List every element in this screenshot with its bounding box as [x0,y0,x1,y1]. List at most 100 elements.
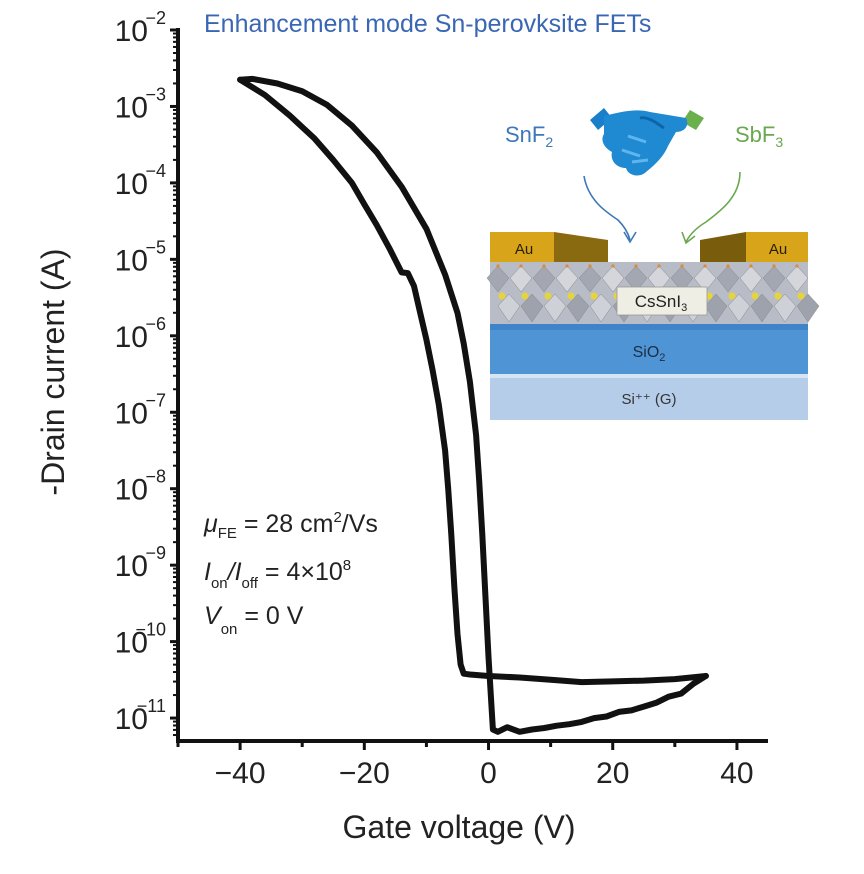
y-tick-label: 10 [115,15,148,48]
ion-sub: on [211,575,228,592]
cs-atom [567,292,575,300]
mobility-symbol: μ [203,510,218,538]
y-axis-title: -Drain current (A) [35,248,71,495]
x-axis-title: Gate voltage (V) [343,809,576,845]
octahedron [716,265,740,293]
y-tick-exponent: −4 [145,161,166,181]
y-tick-exponent: −5 [145,237,166,257]
von-value: = 0 V [237,602,303,630]
y-tick-exponent: −8 [145,467,166,487]
y-ticks: 10−210−310−410−510−610−710−810−910−1010−… [115,8,178,736]
iodide-atom [611,264,615,268]
svg-text:Ion/Ioff = 4×108: Ion/Ioff = 4×108 [204,557,351,592]
sio2-layer [490,328,808,374]
x-tick-label: 0 [480,757,497,790]
y-tick-label: 10 [115,91,148,124]
series-group [237,75,709,735]
y-tick-label: 10 [115,244,148,277]
octahedron [532,265,556,293]
ioff-sub: off [242,575,259,592]
ion-symbol: I [204,558,211,586]
mobility-sup: 2 [333,509,341,526]
y-tick-exponent: −2 [145,8,166,28]
si-gate-layer [490,374,808,420]
iodide-atom [703,264,707,268]
octahedron [750,293,774,323]
iodide-atom [588,264,592,268]
iodide-atom [565,264,569,268]
svg-text:μFE = 28 cm2/Vs: μFE = 28 cm2/Vs [203,509,378,542]
annotation-von: Von = 0 V [204,602,304,638]
gold-electrode-right: Au [700,232,808,262]
y-tick-exponent: −10 [135,620,166,640]
iodide-atom [519,264,523,268]
x-tick-label: 40 [720,757,753,790]
iodide-atom [726,264,730,268]
cs-atom [797,292,805,300]
series-forward-sweep [237,76,709,686]
sio2-label: SiO2 [633,344,666,364]
gold-electrode-left: Au [490,232,608,262]
cs-atom [728,292,736,300]
x-tick-label: −40 [215,757,266,790]
mobility-unit: /Vs [342,510,378,538]
mobility-sub: FE [218,525,237,542]
iodide-atom [542,264,546,268]
cs-atom [774,292,782,300]
on-off-value: = 4×10 [258,558,343,586]
annotation-mobility: μFE = 28 cm2/Vs [203,509,378,542]
iodide-atom [772,264,776,268]
iodide-atom [795,264,799,268]
octahedron [589,293,613,323]
iodide-atom [657,264,661,268]
octahedron [739,265,763,293]
octahedron [762,265,786,293]
y-tick-label: 10 [115,474,148,507]
octahedron [555,265,579,293]
cs-atom [544,292,552,300]
cs-atom [521,292,529,300]
y-tick-label: 10 [115,550,148,583]
y-tick-label: 10 [115,321,148,354]
octahedron [796,293,820,323]
y-tick-label: 10 [115,627,148,660]
y-tick-label: 10 [115,397,148,430]
series-reverse-sweep [237,75,709,735]
annotation-on-off-ratio: Ion/Ioff = 4×108 [204,557,351,592]
chart-title: Enhancement mode Sn-perovksite FETs [204,10,651,38]
octahedron [785,265,809,293]
on-off-sup: 8 [343,557,351,574]
y-tick-exponent: −11 [137,696,166,716]
iodide-atom [680,264,684,268]
au-left-label: Au [515,241,533,258]
x-tick-label: 20 [596,757,629,790]
mobility-value: = 28 cm [237,510,334,538]
snf2-label: SnF2 [505,122,553,150]
von-sub: on [221,621,238,638]
octahedron [497,293,521,323]
arrow-sbf3 [681,171,741,245]
octahedron [543,293,567,323]
y-tick-exponent: −9 [145,543,166,563]
octahedron [704,293,728,323]
cssni3-label-box [616,286,708,316]
octahedron [486,265,510,293]
y-tick-label: 10 [115,168,148,201]
octahedron [520,293,544,323]
octahedron [727,293,751,323]
si-gate-label: Si⁺⁺ (G) [622,391,677,408]
von-symbol: V [204,602,223,630]
svg-text:Von = 0 V: Von = 0 V [204,602,304,638]
sbf3-label: SbF3 [735,122,783,150]
cs-atom [590,292,598,300]
octahedron [773,293,797,323]
octahedron [578,265,602,293]
iodide-atom [749,264,753,268]
arrow-snf2 [583,175,637,244]
cs-atom [498,292,506,300]
y-tick-exponent: −6 [145,314,166,334]
y-tick-label: 10 [115,703,148,736]
octahedron [509,265,533,293]
iodide-atom [634,264,638,268]
